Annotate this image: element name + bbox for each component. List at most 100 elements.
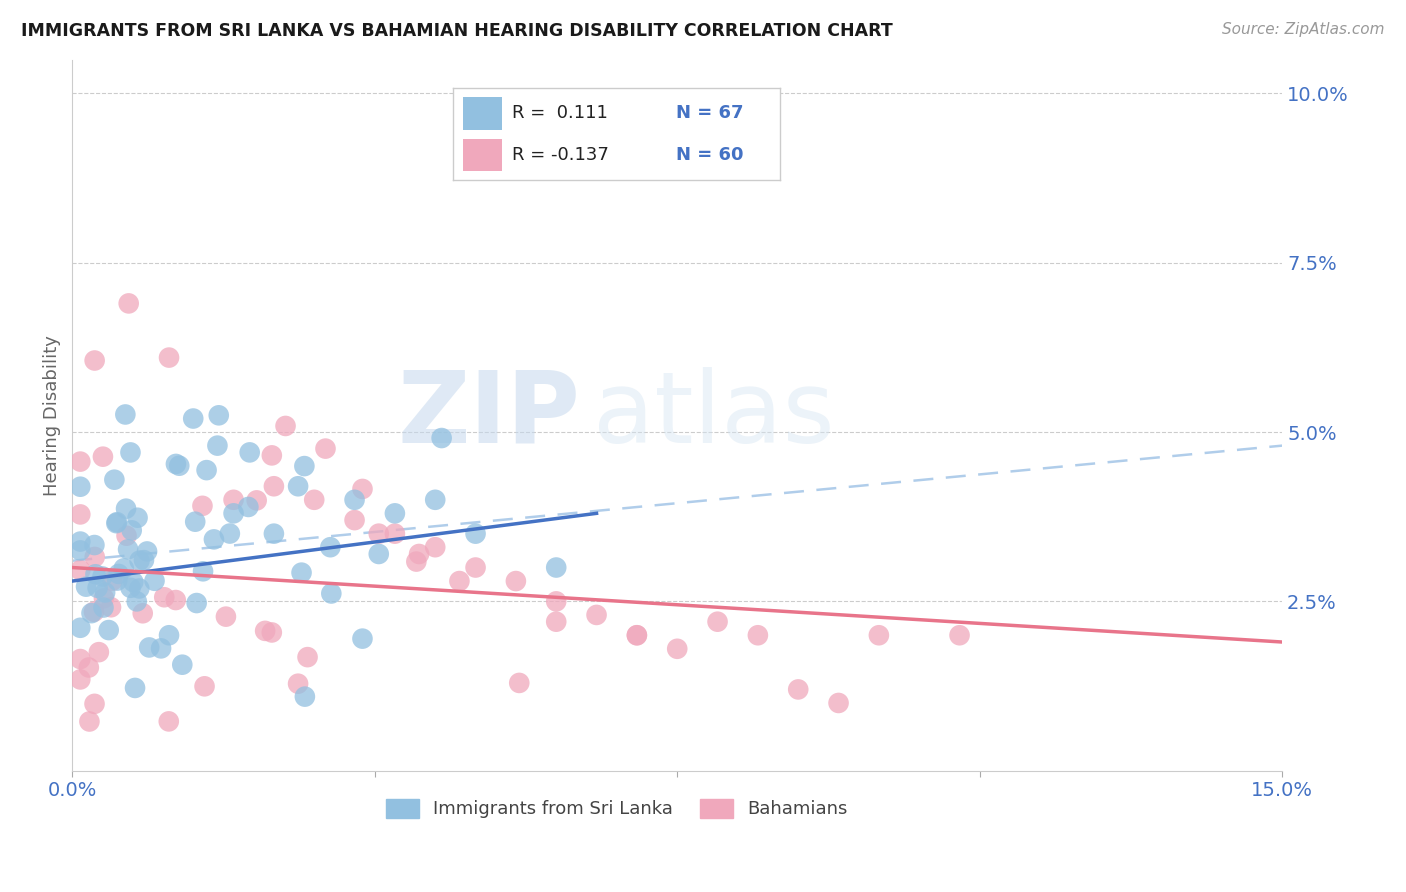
Point — [464, 560, 486, 574]
Point — [260, 625, 283, 640]
Point — [290, 566, 312, 580]
Point — [128, 554, 150, 568]
Point — [157, 714, 180, 729]
Point — [138, 640, 160, 655]
Point — [83, 538, 105, 552]
Point — [191, 564, 214, 578]
Point — [83, 353, 105, 368]
Point — [120, 445, 142, 459]
Point — [352, 482, 374, 496]
Point — [165, 457, 187, 471]
Point — [292, 459, 315, 474]
Point — [315, 442, 337, 456]
Point — [222, 492, 245, 507]
Point — [186, 596, 208, 610]
Point — [302, 492, 325, 507]
Point — [948, 628, 970, 642]
Point — [136, 544, 159, 558]
Point — [343, 513, 366, 527]
Point — [449, 574, 471, 588]
Point — [93, 600, 115, 615]
Point — [150, 641, 173, 656]
Point — [118, 296, 141, 310]
Point — [319, 540, 342, 554]
Point — [287, 676, 309, 690]
Point — [86, 581, 108, 595]
Point — [69, 543, 91, 558]
Point — [167, 458, 190, 473]
Point — [191, 499, 214, 513]
Point — [125, 594, 148, 608]
Point — [626, 628, 648, 642]
Point — [222, 506, 245, 520]
Point — [132, 607, 155, 621]
Point — [202, 533, 225, 547]
Point — [122, 574, 145, 589]
Point — [172, 657, 194, 672]
Point — [254, 624, 277, 638]
Point — [294, 690, 316, 704]
Point — [69, 673, 91, 687]
Point — [238, 500, 260, 514]
Point — [103, 473, 125, 487]
Text: atlas: atlas — [592, 367, 834, 464]
Point — [83, 605, 105, 619]
Point — [115, 529, 138, 543]
Point — [626, 628, 648, 642]
Point — [868, 628, 890, 642]
Point — [263, 479, 285, 493]
Point — [69, 621, 91, 635]
Point — [706, 615, 728, 629]
Point — [287, 479, 309, 493]
Point — [546, 615, 568, 629]
Point — [143, 574, 166, 588]
Point — [157, 628, 180, 642]
Point — [80, 606, 103, 620]
Point — [239, 445, 262, 459]
Point — [157, 351, 180, 365]
Point — [100, 600, 122, 615]
Point — [193, 679, 215, 693]
Point — [218, 526, 240, 541]
Legend: Immigrants from Sri Lanka, Bahamians: Immigrants from Sri Lanka, Bahamians — [378, 792, 855, 826]
Point — [367, 526, 389, 541]
Point — [120, 581, 142, 595]
Point — [297, 650, 319, 665]
Point — [208, 409, 231, 423]
Point — [84, 567, 107, 582]
Point — [384, 506, 406, 520]
Point — [127, 510, 149, 524]
Point — [405, 555, 427, 569]
Point — [69, 454, 91, 468]
Point — [75, 580, 97, 594]
Point — [107, 566, 129, 581]
Point — [91, 569, 114, 583]
Point — [464, 526, 486, 541]
Point — [128, 582, 150, 596]
Point — [69, 480, 91, 494]
Point — [94, 585, 117, 599]
Point — [93, 591, 115, 606]
Point — [69, 534, 91, 549]
Point — [105, 574, 128, 588]
Point — [153, 591, 176, 605]
Point — [115, 501, 138, 516]
Point — [546, 560, 568, 574]
Y-axis label: Hearing Disability: Hearing Disability — [44, 334, 60, 496]
Point — [274, 419, 297, 434]
Point — [105, 516, 128, 531]
Point — [384, 526, 406, 541]
Point — [124, 681, 146, 695]
Point — [79, 714, 101, 729]
Point — [666, 641, 689, 656]
Point — [430, 431, 453, 445]
Point — [77, 660, 100, 674]
Point — [184, 515, 207, 529]
Point — [425, 492, 447, 507]
Point — [505, 574, 527, 588]
Point — [83, 549, 105, 564]
Point — [121, 524, 143, 538]
Text: IMMIGRANTS FROM SRI LANKA VS BAHAMIAN HEARING DISABILITY CORRELATION CHART: IMMIGRANTS FROM SRI LANKA VS BAHAMIAN HE… — [21, 22, 893, 40]
Point — [112, 561, 135, 575]
Point — [101, 574, 124, 588]
